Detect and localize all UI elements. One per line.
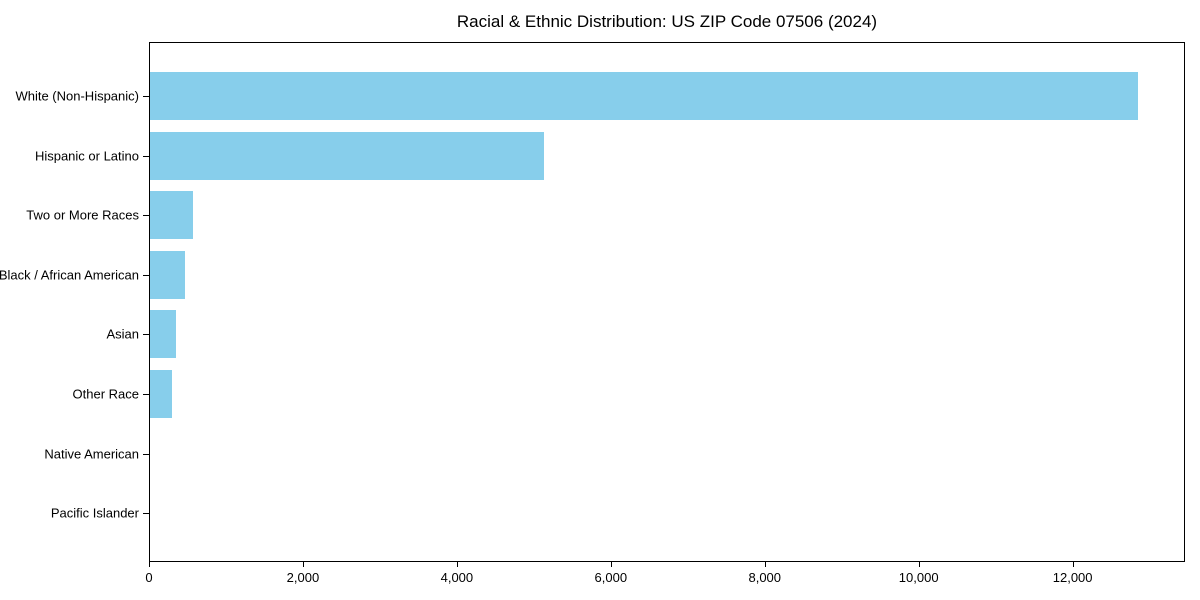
y-tick-label-asian: Asian: [106, 326, 139, 342]
bar-asian: [150, 310, 176, 359]
y-tick-mark: [143, 96, 149, 97]
bar-two-or-more-races: [150, 191, 193, 240]
y-tick-label-hispanic-or-latino: Hispanic or Latino: [34, 148, 139, 164]
x-tick-label-10000: 10,000: [898, 570, 939, 585]
y-tick-label-other-race: Other Race: [72, 386, 139, 402]
bar-hispanic-or-latino: [150, 131, 544, 180]
y-tick-mark: [143, 215, 149, 217]
bar-other-race: [150, 370, 172, 418]
x-tick-mark: [610, 562, 612, 567]
y-tick-mark: [143, 453, 149, 455]
x-tick-mark: [918, 562, 920, 567]
y-tick-label-native-american: Native American: [44, 446, 139, 462]
chart-title: Racial & Ethnic Distribution: US ZIP Cod…: [456, 12, 878, 31]
y-tick-mark: [143, 394, 149, 395]
x-tick-label-8000: 8,000: [748, 570, 782, 585]
y-tick-label-two-or-more-races: Two or More Races: [26, 207, 139, 223]
x-tick-mark: [1072, 562, 1074, 567]
bar-black-african-american: [150, 250, 185, 299]
y-tick-label-black-african-american: Black / African American: [0, 267, 139, 283]
x-tick-label-12000: 12,000: [1052, 570, 1093, 585]
x-tick-label-6000: 6,000: [594, 570, 628, 585]
y-tick-label-white-non-hispanic: White (Non-Hispanic): [15, 88, 139, 104]
x-tick-mark: [764, 562, 766, 567]
y-tick-mark: [143, 334, 149, 336]
y-tick-mark: [143, 155, 149, 157]
x-tick-label-2000: 2,000: [286, 570, 320, 585]
y-tick-mark: [143, 274, 149, 276]
y-tick-mark: [143, 513, 149, 515]
x-tick-mark: [456, 562, 458, 567]
y-tick-label-pacific-islander: Pacific Islander: [50, 505, 139, 521]
x-tick-label-4000: 4,000: [440, 570, 474, 585]
x-tick-mark: [149, 562, 150, 567]
plot-area: [149, 42, 1185, 562]
bar-white-non-hispanic: [150, 72, 1138, 120]
x-tick-mark: [302, 562, 304, 567]
x-tick-label-0: 0: [145, 570, 153, 585]
